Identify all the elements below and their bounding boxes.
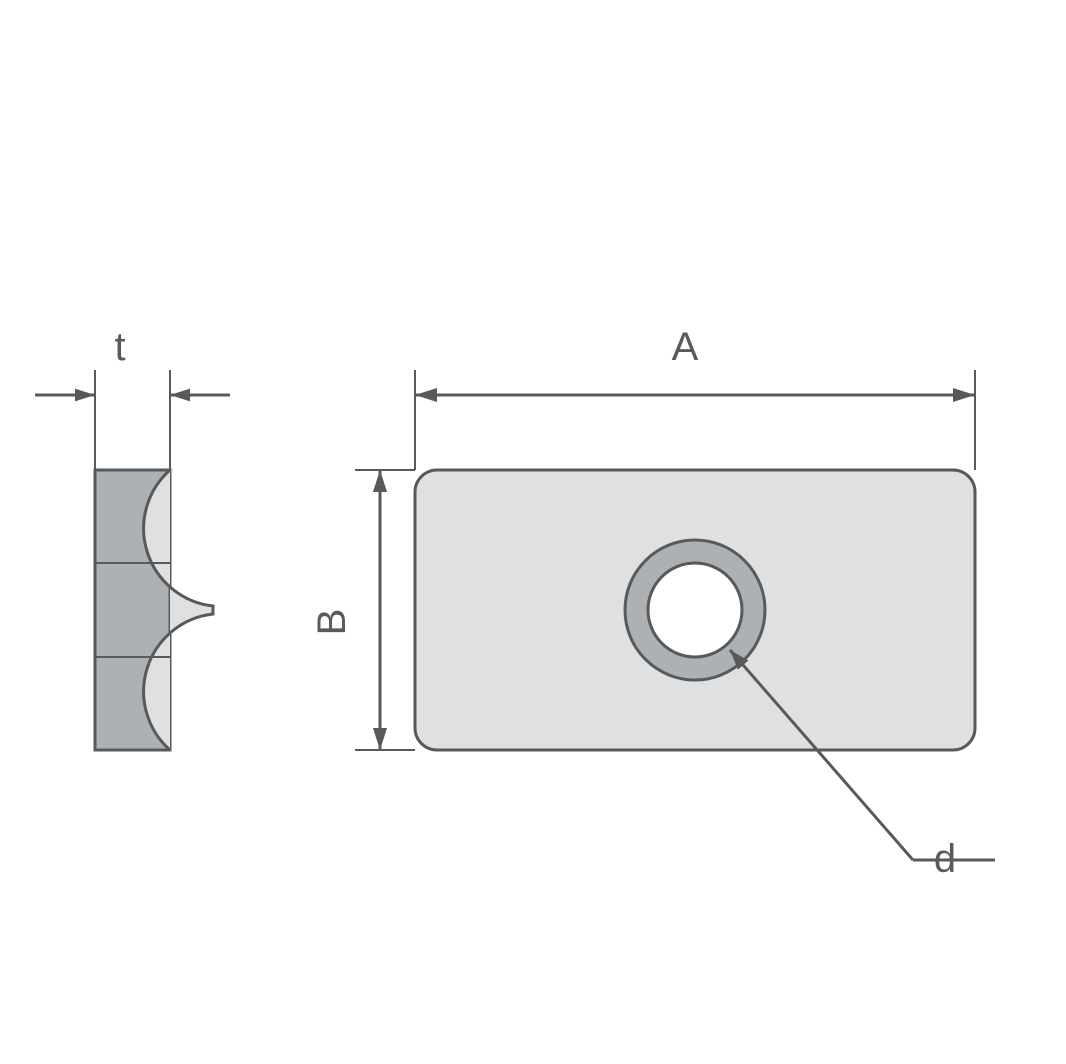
hole-through [648,563,742,657]
label-t: t [114,325,125,369]
label-A: A [672,325,699,369]
side-view [95,470,213,750]
dimension-B: B [310,470,415,750]
top-view [415,470,975,750]
label-B: B [310,609,354,636]
dimension-A: A [415,325,975,470]
dimension-t: t [35,325,230,470]
label-d: d [934,837,956,881]
